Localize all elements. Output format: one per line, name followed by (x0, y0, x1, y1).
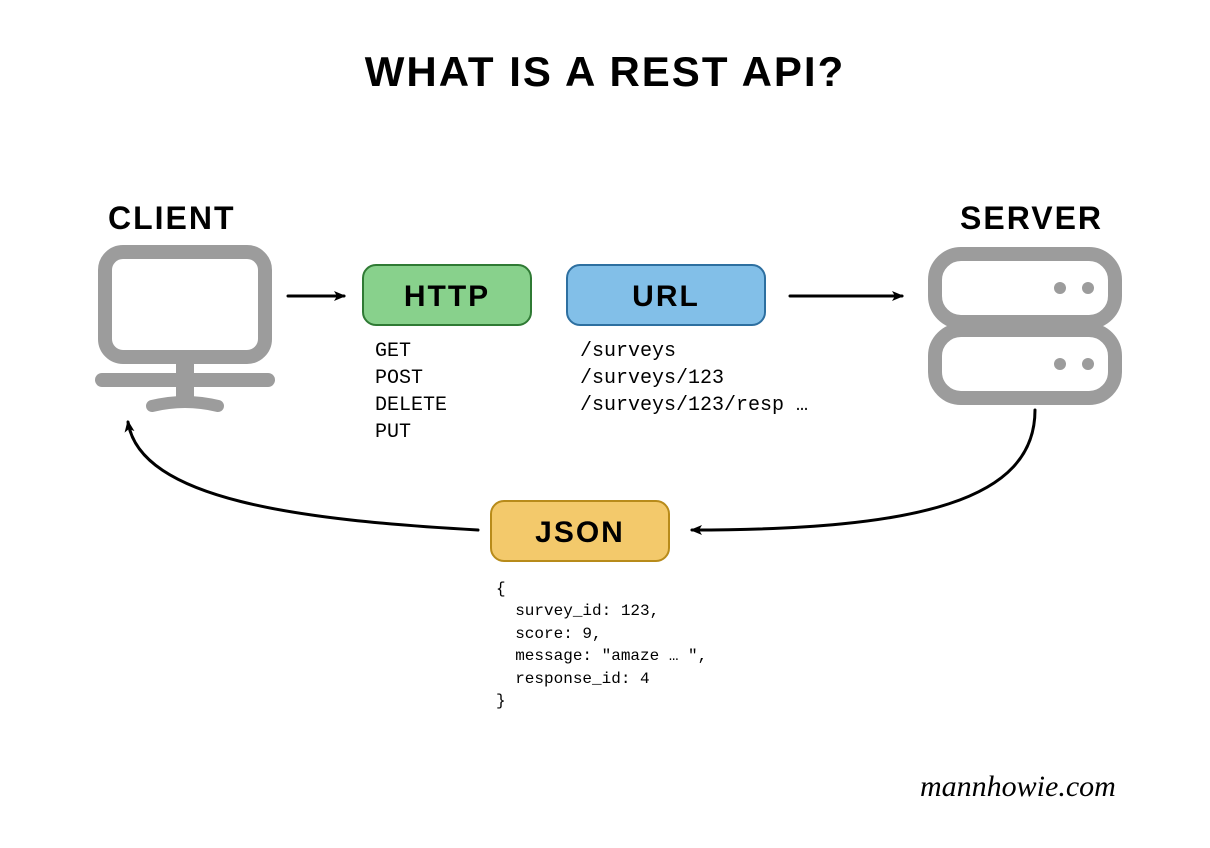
arrow-server-to-json (692, 410, 1035, 530)
client-computer-icon (102, 252, 268, 406)
arrow-json-to-client (128, 422, 478, 530)
server-stack-icon (935, 254, 1115, 398)
diagram-svg (0, 0, 1210, 848)
